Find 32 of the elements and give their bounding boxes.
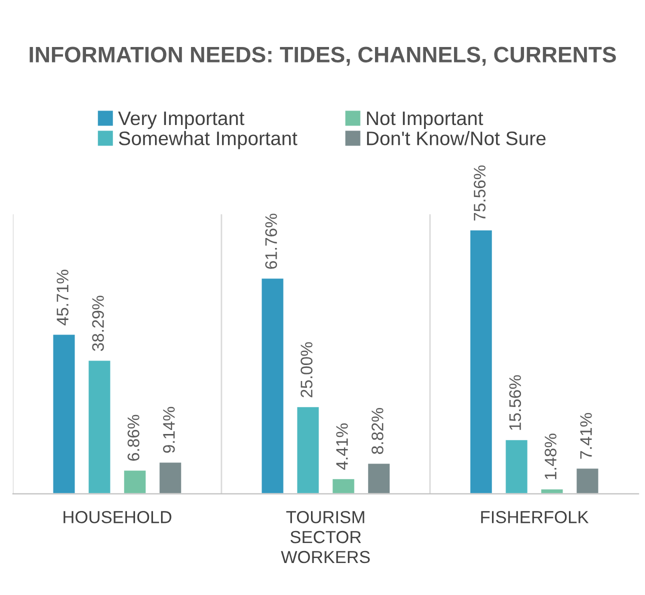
bar bbox=[540, 488, 564, 494]
data-label: 25.00% bbox=[300, 342, 312, 398]
legend-label: Not Important bbox=[367, 112, 484, 130]
chart-title: INFORMATION NEEDS: TIDES, CHANNELS, CURRENTS bbox=[30, 46, 616, 66]
bar bbox=[504, 438, 529, 494]
bar bbox=[468, 229, 494, 494]
bar bbox=[260, 277, 285, 494]
bar bbox=[87, 359, 112, 494]
legend-label: Somewhat Important bbox=[118, 130, 298, 150]
x-tick-label: TOURISM SECTOR WORKERS bbox=[280, 510, 370, 564]
data-label: 8.82% bbox=[372, 408, 384, 454]
bar bbox=[575, 467, 600, 494]
x-tick-label: HOUSEHOLD bbox=[64, 510, 172, 524]
bar bbox=[296, 406, 320, 494]
bar bbox=[331, 478, 356, 494]
legend-label: Don't Know/Not Sure bbox=[367, 130, 546, 146]
data-label: 7.41% bbox=[580, 412, 592, 459]
data-label: 75.56% bbox=[474, 165, 486, 221]
data-label: 6.86% bbox=[128, 414, 140, 461]
legend-label: Very Important bbox=[118, 112, 244, 130]
data-label: 4.41% bbox=[336, 423, 348, 470]
data-label: 61.76% bbox=[265, 214, 278, 269]
data-label: 45.71% bbox=[56, 270, 68, 326]
bar bbox=[366, 462, 392, 494]
x-tick-label: FISHERFOLK bbox=[481, 510, 589, 524]
data-label: 38.29% bbox=[92, 296, 104, 352]
bar bbox=[52, 333, 76, 494]
bar bbox=[158, 461, 183, 494]
data-label: 1.48% bbox=[544, 434, 556, 480]
data-label: 15.56% bbox=[509, 375, 522, 430]
bar bbox=[122, 469, 148, 494]
data-label: 9.14% bbox=[163, 406, 175, 453]
